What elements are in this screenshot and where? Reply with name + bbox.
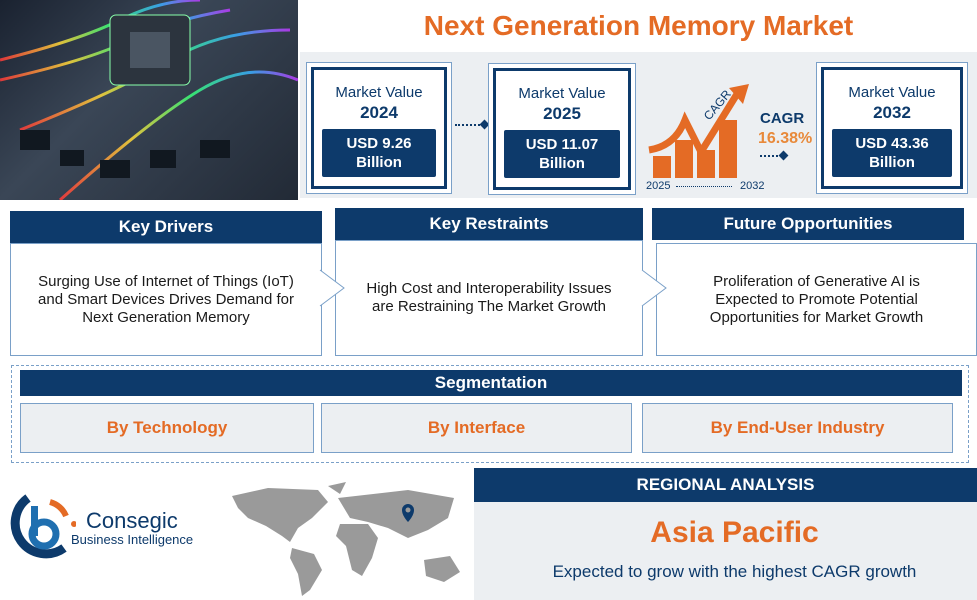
chevron-right-icon — [319, 269, 345, 307]
key-drivers-header: Key Drivers — [10, 211, 322, 243]
segmentation-section — [11, 365, 969, 463]
world-map — [232, 482, 460, 596]
period-arrow — [676, 186, 732, 187]
market-value-2032-card: Market Value 2032 USD 43.36 Billion — [816, 62, 968, 194]
cagr-to: 2032 — [740, 180, 765, 192]
key-restraints-text: High Cost and Interoperability Issues ar… — [335, 240, 643, 356]
region-description: Expected to grow with the highest CAGR g… — [552, 562, 917, 581]
consegic-logo-icon — [10, 494, 76, 559]
chevron-right-icon — [641, 269, 667, 307]
year: 2024 — [360, 103, 398, 122]
cagr-growth-icon — [648, 84, 749, 178]
regional-analysis-panel — [474, 502, 977, 600]
cagr-value: 16.38% — [758, 130, 813, 147]
label: Market Value — [335, 84, 423, 101]
value: USD 9.26 Billion — [322, 129, 436, 177]
connector — [760, 155, 782, 157]
market-value-2024-card: Market Value 2024 USD 9.26 Billion — [306, 62, 452, 194]
future-opportunities-text: Proliferation of Generative AI is Expect… — [656, 243, 977, 356]
value: USD 43.36 Billion — [832, 129, 952, 177]
logo-subtitle: Business Intelligence — [71, 532, 194, 547]
year: 2025 — [543, 104, 581, 123]
segment-by-end-user-industry: By End-User Industry — [642, 403, 953, 453]
future-opportunities-header: Future Opportunities — [652, 208, 964, 240]
key-drivers-text: Surging Use of Internet of Things (IoT) … — [10, 243, 322, 356]
market-value-2025-card: Market Value 2025 USD 11.07 Billion — [488, 63, 636, 195]
segmentation-header: Segmentation — [20, 370, 962, 396]
label: Market Value — [518, 85, 606, 102]
connector — [455, 124, 483, 126]
key-restraints-header: Key Restraints — [335, 208, 643, 240]
label: Market Value — [848, 84, 936, 101]
cagr-label: CAGR — [760, 110, 805, 127]
hero-chip-image — [0, 0, 298, 200]
value: USD 11.07 Billion — [504, 130, 620, 178]
page-title: Next Generation Memory Market — [423, 10, 854, 41]
logo-name: Consegic — [86, 508, 178, 533]
segment-by-interface: By Interface — [321, 403, 632, 453]
year: 2032 — [873, 103, 911, 122]
regional-analysis-header: REGIONAL ANALYSIS — [474, 468, 977, 502]
segment-by-technology: By Technology — [20, 403, 314, 453]
region-name: Asia Pacific — [650, 516, 819, 549]
cagr-from: 2025 — [646, 180, 671, 192]
